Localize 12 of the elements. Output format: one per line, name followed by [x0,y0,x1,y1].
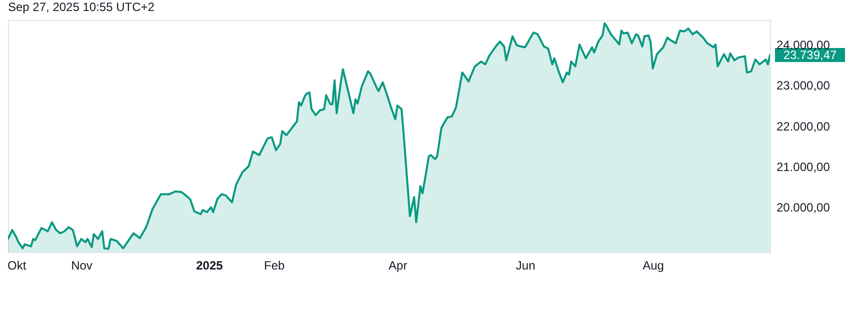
x-tick-label: Aug [642,258,664,272]
y-tick-label: 20.000,00 [776,200,830,215]
x-tick-label: Apr [388,258,408,272]
x-tick-label: 2025 [196,258,224,272]
y-tick-label: 23.000,00 [776,78,830,93]
x-tick-label: Nov [71,258,92,272]
x-tick-label: Jun [516,258,536,272]
y-tick-label: 22.000,00 [776,119,830,134]
chart-title: Sep 27, 2025 10:55 UTC+2 [8,0,155,14]
y-tick-label: 21.000,00 [776,160,830,174]
x-tick-label: Feb [264,258,286,272]
x-tick-label: Okt [8,258,27,272]
